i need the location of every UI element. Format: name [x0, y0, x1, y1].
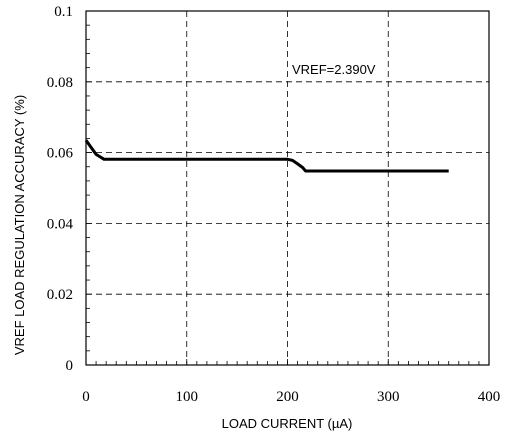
- annotation-vref: VREF=2.390V: [292, 62, 376, 77]
- x-axis-title: LOAD CURRENT (µA): [222, 416, 353, 431]
- y-tick-label: 0.1: [54, 4, 73, 20]
- y-tick-label: 0.08: [47, 75, 73, 91]
- grid-lines: [86, 11, 489, 365]
- y-axis-title: VREF LOAD REGULATION ACCURACY (%): [12, 95, 27, 355]
- y-tick-label: 0: [66, 358, 74, 374]
- x-tick-label: 100: [176, 389, 199, 405]
- x-tick-label: 0: [82, 389, 90, 405]
- x-tick-label: 300: [377, 389, 400, 405]
- series-layer: [84, 139, 449, 173]
- axes: 0 100 200 300 400 0 0.02 0.04 0.06 0.08 0.1: [47, 4, 501, 405]
- x-tick-label: 200: [276, 389, 299, 405]
- labels: VREF=2.390V LOAD CURRENT (µA) VREF LOAD …: [12, 62, 376, 431]
- series-line: [84, 139, 449, 173]
- y-tick-label: 0.02: [47, 287, 73, 303]
- x-tick-label: 400: [478, 389, 501, 405]
- y-tick-label: 0.06: [47, 146, 74, 162]
- y-tick-label: 0.04: [47, 216, 74, 232]
